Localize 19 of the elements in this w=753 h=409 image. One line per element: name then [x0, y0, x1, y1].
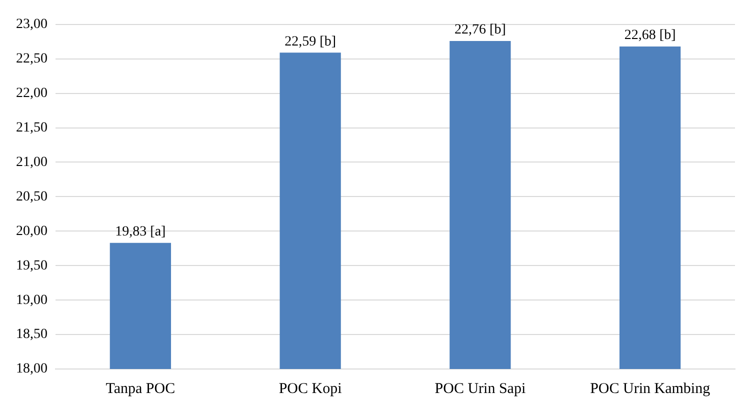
y-tick-label: 20,00 — [16, 224, 48, 239]
y-tick-label: 23,00 — [16, 17, 48, 32]
x-tick-label: Tanpa POC — [106, 380, 176, 397]
data-label: 19,83 [a] — [115, 224, 166, 240]
x-tick-label: POC Kopi — [278, 380, 342, 397]
y-tick-label: 20,50 — [16, 189, 48, 204]
y-tick-label: 19,50 — [16, 258, 48, 274]
x-tick-label: POC Urin Kambing — [590, 380, 711, 397]
y-tick-label: 19,00 — [16, 292, 48, 308]
y-tick-label: 18,00 — [16, 362, 48, 377]
data-label: 22,76 [b] — [454, 22, 506, 38]
y-tick-label: 22,00 — [16, 86, 48, 101]
y-tick-label: 21,50 — [16, 120, 48, 136]
y-tick-label: 22,50 — [16, 52, 48, 67]
y-tick-label: 21,00 — [16, 154, 48, 170]
data-label: 22,68 [b] — [624, 28, 676, 44]
y-tick-label: 18,50 — [16, 327, 48, 342]
x-tick-label: POC Urin Sapi — [434, 380, 526, 397]
data-label: 22,59 [b] — [284, 34, 336, 50]
